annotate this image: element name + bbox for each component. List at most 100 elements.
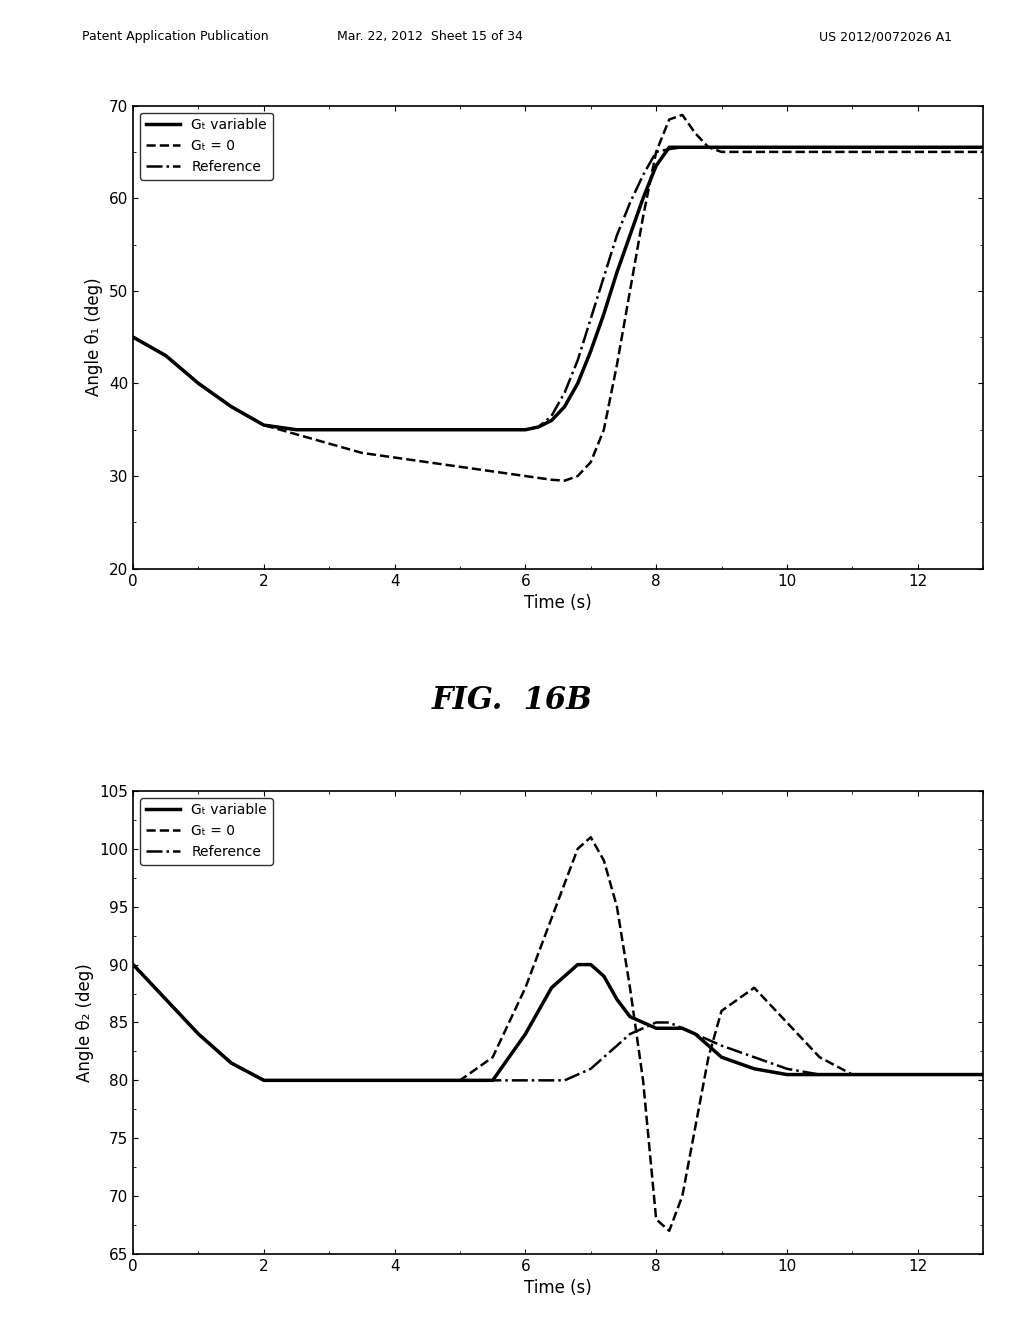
Gₜ variable bbox=[749, 1061, 761, 1077]
Reference bbox=[291, 422, 303, 438]
Gₜ variable bbox=[598, 306, 610, 322]
Reference bbox=[160, 991, 172, 1007]
Reference bbox=[624, 1026, 636, 1041]
Gₜ = 0 bbox=[637, 209, 649, 224]
Gₜ variable bbox=[911, 1067, 924, 1082]
Reference bbox=[637, 168, 649, 183]
X-axis label: Time (s): Time (s) bbox=[524, 594, 592, 612]
Gₜ variable bbox=[546, 413, 558, 429]
Gₜ variable bbox=[977, 1067, 989, 1082]
Gₜ = 0 bbox=[780, 1015, 793, 1031]
Reference bbox=[585, 310, 597, 326]
Gₜ = 0 bbox=[624, 282, 636, 298]
Text: Mar. 22, 2012  Sheet 15 of 34: Mar. 22, 2012 Sheet 15 of 34 bbox=[337, 30, 523, 44]
Reference bbox=[813, 1067, 825, 1082]
Gₜ variable bbox=[650, 158, 663, 174]
Reference bbox=[258, 417, 270, 433]
Gₜ variable bbox=[571, 375, 584, 391]
Reference bbox=[716, 140, 728, 156]
Gₜ = 0 bbox=[421, 454, 433, 470]
Line: Reference: Reference bbox=[133, 965, 983, 1080]
Gₜ variable bbox=[160, 991, 172, 1007]
Gₜ = 0 bbox=[324, 436, 336, 451]
Gₜ = 0 bbox=[944, 1067, 956, 1082]
Reference bbox=[571, 1067, 584, 1082]
Reference bbox=[749, 140, 761, 156]
Reference bbox=[676, 1020, 688, 1036]
Gₜ variable bbox=[624, 1008, 636, 1024]
Gₜ = 0 bbox=[571, 841, 584, 857]
Reference bbox=[127, 957, 139, 973]
Gₜ variable bbox=[519, 422, 531, 438]
Reference bbox=[911, 1067, 924, 1082]
Gₜ variable bbox=[291, 1072, 303, 1088]
Gₜ variable bbox=[664, 140, 676, 156]
Gₜ variable bbox=[664, 1020, 676, 1036]
Gₜ = 0 bbox=[225, 399, 238, 414]
Reference bbox=[598, 269, 610, 285]
Reference bbox=[637, 1020, 649, 1036]
Gₜ variable bbox=[585, 343, 597, 359]
Line: Gₜ = 0: Gₜ = 0 bbox=[133, 115, 983, 480]
Gₜ variable bbox=[388, 1072, 400, 1088]
Gₜ variable bbox=[676, 1020, 688, 1036]
Gₜ = 0 bbox=[689, 125, 701, 141]
Reference bbox=[598, 1049, 610, 1065]
Gₜ variable bbox=[421, 1072, 433, 1088]
Gₜ = 0 bbox=[291, 1072, 303, 1088]
Gₜ variable bbox=[558, 399, 570, 414]
Reference bbox=[610, 1038, 623, 1053]
Gₜ = 0 bbox=[749, 144, 761, 160]
Gₜ variable bbox=[225, 1055, 238, 1071]
Gₜ variable bbox=[558, 969, 570, 985]
Reference bbox=[193, 375, 205, 391]
Reference bbox=[650, 1015, 663, 1031]
Gₜ = 0 bbox=[676, 107, 688, 123]
Gₜ = 0 bbox=[780, 144, 793, 160]
Gₜ variable bbox=[780, 140, 793, 156]
Gₜ = 0 bbox=[355, 1072, 368, 1088]
Reference bbox=[486, 422, 499, 438]
Text: FIG.  16A: FIG. 16A bbox=[432, 104, 592, 136]
Gₜ = 0 bbox=[546, 471, 558, 487]
Gₜ = 0 bbox=[519, 979, 531, 995]
Gₜ = 0 bbox=[813, 1049, 825, 1065]
Gₜ = 0 bbox=[716, 144, 728, 160]
Reference bbox=[702, 140, 715, 156]
Gₜ variable bbox=[571, 957, 584, 973]
Reference bbox=[454, 422, 466, 438]
Gₜ variable bbox=[258, 417, 270, 433]
Gₜ variable bbox=[944, 140, 956, 156]
Gₜ = 0 bbox=[585, 829, 597, 845]
Reference bbox=[702, 1032, 715, 1048]
Gₜ variable bbox=[749, 140, 761, 156]
Gₜ variable bbox=[532, 1003, 545, 1019]
Reference bbox=[160, 347, 172, 363]
Gₜ = 0 bbox=[519, 469, 531, 484]
Gₜ = 0 bbox=[421, 1072, 433, 1088]
Reference bbox=[355, 1072, 368, 1088]
Gₜ = 0 bbox=[558, 473, 570, 488]
Reference bbox=[977, 1067, 989, 1082]
Line: Gₜ variable: Gₜ variable bbox=[133, 148, 983, 430]
Reference bbox=[546, 408, 558, 424]
Reference bbox=[944, 1067, 956, 1082]
Reference bbox=[650, 144, 663, 160]
Gₜ = 0 bbox=[486, 463, 499, 479]
Gₜ variable bbox=[944, 1067, 956, 1082]
Gₜ variable bbox=[546, 979, 558, 995]
Reference bbox=[944, 140, 956, 156]
Reference bbox=[388, 1072, 400, 1088]
Gₜ = 0 bbox=[571, 469, 584, 484]
Gₜ = 0 bbox=[879, 144, 891, 160]
Reference bbox=[355, 422, 368, 438]
Gₜ variable bbox=[324, 1072, 336, 1088]
Gₜ variable bbox=[258, 1072, 270, 1088]
Gₜ = 0 bbox=[610, 899, 623, 915]
Line: Gₜ variable: Gₜ variable bbox=[133, 965, 983, 1080]
Gₜ = 0 bbox=[258, 417, 270, 433]
Gₜ = 0 bbox=[193, 375, 205, 391]
Gₜ = 0 bbox=[610, 356, 623, 372]
Reference bbox=[546, 1072, 558, 1088]
Gₜ variable bbox=[291, 422, 303, 438]
